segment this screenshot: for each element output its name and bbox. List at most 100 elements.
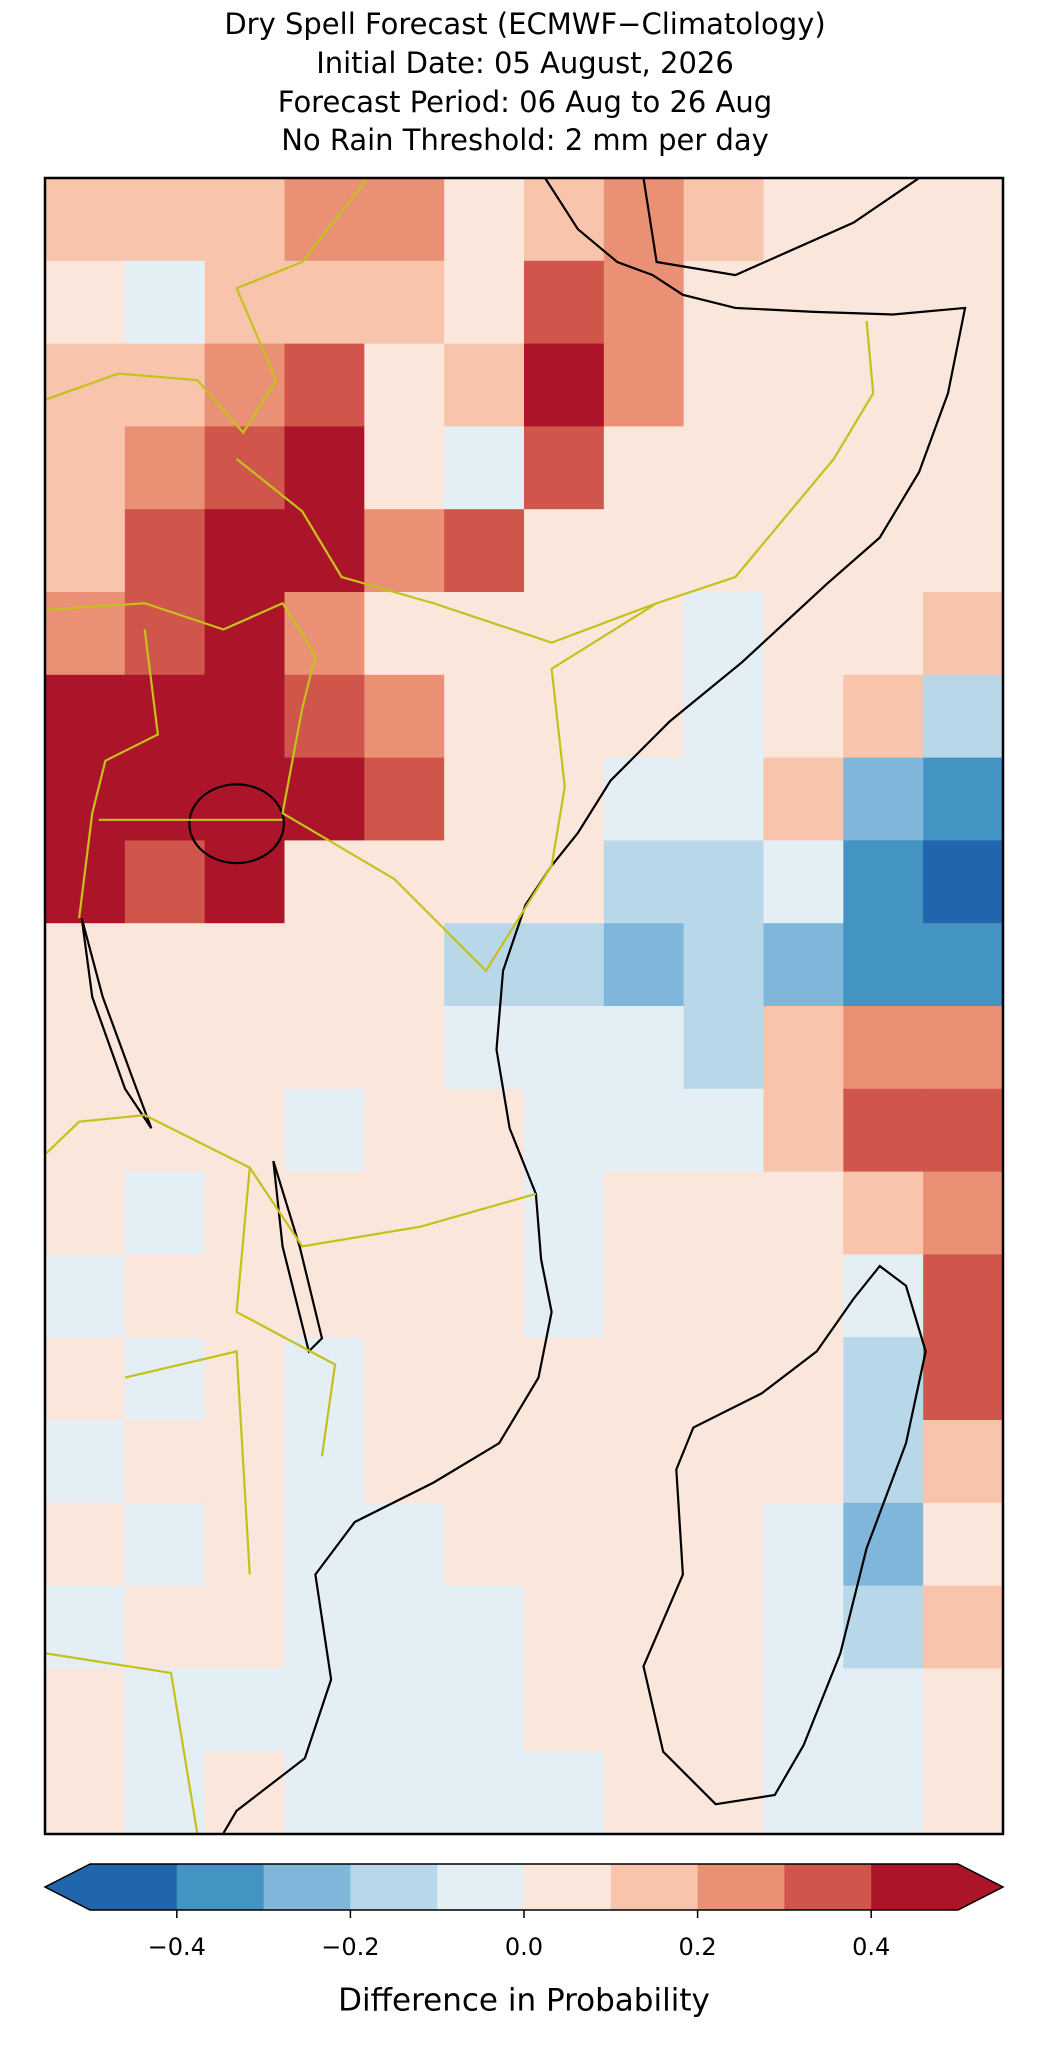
grid-cell — [603, 1171, 685, 1255]
grid-cell — [204, 1585, 285, 1669]
grid-cell — [763, 1254, 844, 1338]
grid-cell — [284, 592, 365, 676]
grid-cell — [524, 923, 605, 1007]
lake — [189, 784, 284, 863]
grid-cell — [524, 1171, 605, 1255]
grid-cell — [45, 178, 126, 262]
grid-cell — [524, 1337, 605, 1421]
grid-cell — [923, 1088, 1004, 1173]
grid-cell — [524, 1420, 605, 1504]
grid-cell — [284, 923, 365, 1007]
grid-cell — [843, 1088, 924, 1173]
colorbar-segment — [524, 1864, 612, 1910]
grid-cell — [603, 343, 685, 427]
grid-cell — [843, 1337, 924, 1421]
colorbar-outline — [43, 1863, 1005, 1911]
grid-cell — [204, 509, 285, 593]
map-outlines — [45, 178, 965, 1833]
grid-cell — [124, 343, 206, 427]
grid-cell — [364, 1088, 445, 1173]
grid-cell — [683, 426, 764, 510]
grid-cell — [763, 923, 844, 1007]
grid-cell — [124, 1006, 206, 1090]
grid-cell — [683, 343, 764, 427]
grid-cell — [683, 260, 764, 345]
grid-cell — [603, 1006, 685, 1090]
grid-cell — [603, 1088, 685, 1173]
grid-cell — [124, 1171, 206, 1255]
grid-cell — [444, 923, 525, 1007]
grid-cell — [683, 1337, 764, 1421]
grid-cell — [364, 1502, 445, 1587]
grid-cell — [204, 1006, 285, 1090]
grid-cell — [444, 1254, 525, 1338]
grid-cell — [45, 757, 126, 841]
grid-cell — [603, 509, 685, 593]
grid-cell — [683, 757, 764, 841]
grid-cell — [524, 1254, 605, 1338]
grid-cell — [45, 840, 126, 924]
grid-cell — [284, 1337, 365, 1421]
grid-cell — [124, 1585, 206, 1669]
colorbar-segment — [350, 1864, 438, 1910]
grid-cell — [124, 509, 206, 593]
grid-cell — [45, 1088, 126, 1173]
grid-cell — [444, 1751, 525, 1835]
grid-cell — [603, 923, 685, 1007]
grid-cell — [763, 260, 844, 345]
grid-cell — [444, 1171, 525, 1255]
border — [237, 321, 874, 643]
grid-cell — [204, 1751, 285, 1835]
grid-cell — [683, 1088, 764, 1173]
grid-cell — [444, 1668, 525, 1752]
grid-cell — [284, 1751, 365, 1835]
grid-cell — [524, 757, 605, 841]
grid-cell — [683, 509, 764, 593]
grid-cell — [923, 260, 1004, 345]
grid-cell — [763, 1006, 844, 1090]
grid-cell — [923, 1006, 1004, 1090]
colorbar-tick-label: 0.4 — [852, 1933, 890, 1961]
grid-cell — [284, 1585, 365, 1669]
colorbar-segment — [90, 1864, 178, 1910]
coastline — [644, 178, 920, 275]
grid-cell — [843, 509, 924, 593]
colorbar-segment — [784, 1864, 872, 1910]
grid-cell — [843, 260, 924, 345]
grid-cell — [683, 1254, 764, 1338]
grid-cell — [683, 592, 764, 676]
grid-cell — [444, 178, 525, 262]
grid-cell — [923, 840, 1004, 924]
grid-cell — [524, 840, 605, 924]
grid-cell — [204, 923, 285, 1007]
grid-cell — [524, 1088, 605, 1173]
colorbar-tick-label: −0.2 — [321, 1933, 379, 1961]
grid-cell — [763, 1171, 844, 1255]
grid-cell — [364, 1006, 445, 1090]
grid-cell — [683, 674, 764, 759]
grid-cell — [683, 1420, 764, 1504]
grid-cell — [204, 674, 285, 759]
grid-cell — [923, 1751, 1004, 1835]
colorbar-segment — [871, 1864, 959, 1910]
grid-cell — [524, 1006, 605, 1090]
grid-cell — [763, 674, 844, 759]
grid-cell — [843, 426, 924, 510]
border — [45, 603, 657, 971]
border — [79, 630, 282, 919]
grid-cell — [843, 1171, 924, 1255]
grid-cell — [603, 840, 685, 924]
grid-cell — [444, 840, 525, 924]
grid-cell — [763, 840, 844, 924]
title-line: Dry Spell Forecast (ECMWF−Climatology) — [224, 7, 825, 41]
grid-cell — [284, 1006, 365, 1090]
grid-cell — [843, 343, 924, 427]
grid-cell — [45, 1171, 126, 1255]
grid-cell — [923, 1254, 1004, 1338]
grid-cell — [364, 757, 445, 841]
grid-cell — [364, 1585, 445, 1669]
grid-cell — [763, 1337, 844, 1421]
colorbar-tick-label: 0.2 — [679, 1933, 717, 1961]
grid-cell — [444, 1585, 525, 1669]
grid-cell — [444, 592, 525, 676]
